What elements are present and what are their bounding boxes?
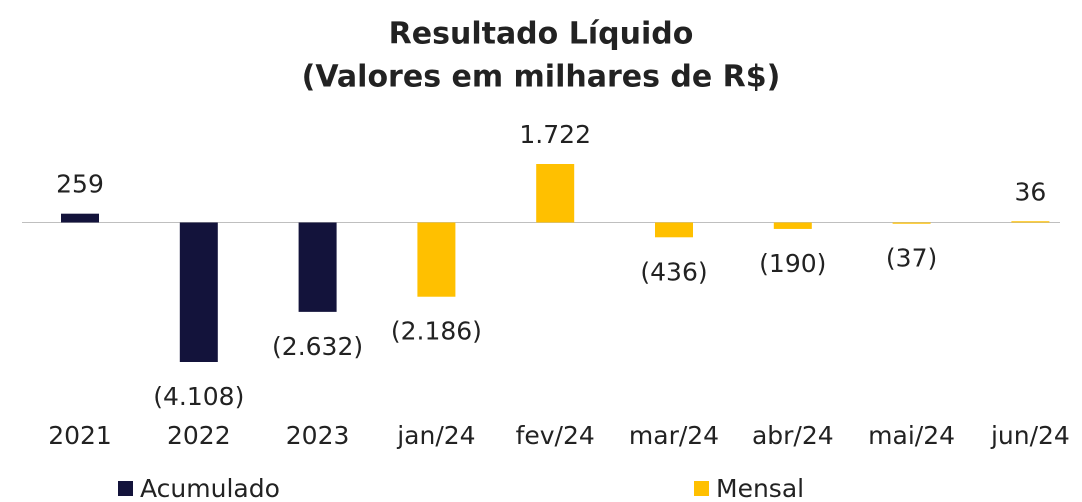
value-label: 36 bbox=[1014, 177, 1046, 206]
legend-swatch bbox=[694, 481, 709, 496]
bar bbox=[655, 222, 693, 238]
legend-label: Acumulado bbox=[140, 474, 280, 502]
bar bbox=[417, 222, 456, 297]
x-tick-label: 2021 bbox=[48, 421, 112, 450]
x-tick-label: 2023 bbox=[286, 421, 350, 450]
bar bbox=[61, 213, 99, 223]
bar bbox=[298, 222, 337, 312]
x-tick-label: jan/24 bbox=[396, 421, 475, 450]
value-label: 1.722 bbox=[519, 120, 591, 149]
chart-title: Resultado Líquido bbox=[389, 17, 694, 52]
x-tick-label: abr/24 bbox=[752, 421, 834, 450]
bar bbox=[179, 222, 218, 362]
value-label: (190) bbox=[759, 249, 826, 278]
legend-swatch bbox=[118, 481, 133, 496]
x-tick-label: 2022 bbox=[167, 421, 231, 450]
bar bbox=[536, 164, 575, 223]
x-tick-label: mai/24 bbox=[868, 421, 955, 450]
value-label: 259 bbox=[56, 170, 104, 199]
bar bbox=[892, 222, 931, 224]
x-tick-label: mar/24 bbox=[629, 421, 719, 450]
value-label: (2.632) bbox=[272, 332, 363, 361]
bar bbox=[773, 222, 812, 229]
value-label: (37) bbox=[886, 244, 937, 273]
value-label: (2.186) bbox=[391, 317, 482, 346]
x-tick-label: jun/24 bbox=[990, 421, 1070, 450]
chart-subtitle: (Valores em milhares de R$) bbox=[302, 60, 781, 95]
legend-label: Mensal bbox=[716, 474, 804, 502]
x-tick-label: fev/24 bbox=[516, 421, 595, 450]
bar bbox=[1011, 221, 1050, 223]
value-label: (436) bbox=[640, 257, 707, 286]
value-label: (4.108) bbox=[153, 382, 244, 411]
